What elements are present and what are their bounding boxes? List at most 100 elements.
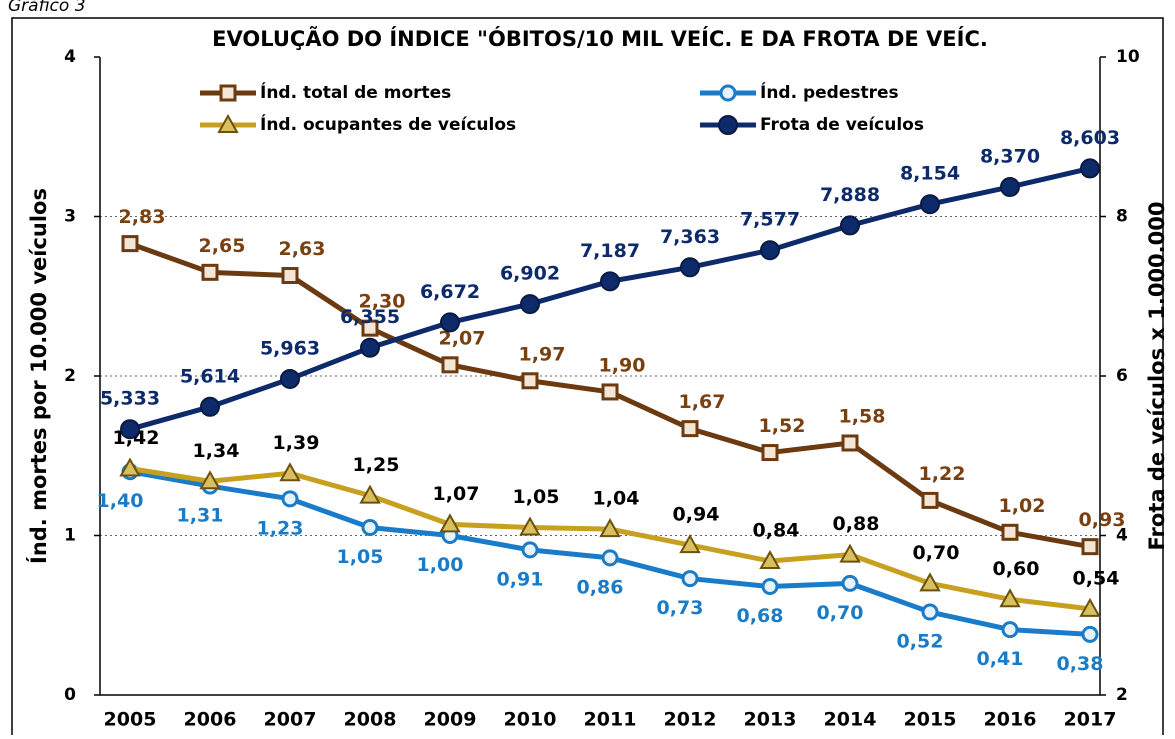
data-label: 1,04 bbox=[593, 488, 640, 510]
data-point bbox=[1001, 621, 1019, 639]
data-point bbox=[440, 312, 460, 333]
x-tick-label: 2011 bbox=[584, 709, 637, 731]
data-label: 0,60 bbox=[993, 558, 1040, 580]
data-label: 7,363 bbox=[660, 226, 720, 248]
data-label: 7,187 bbox=[580, 240, 640, 262]
data-label: 5,963 bbox=[260, 337, 320, 359]
data-point bbox=[841, 434, 859, 452]
y2-axis-title: Frota de veículos x 1.000.000 bbox=[1145, 202, 1169, 551]
data-point bbox=[521, 541, 539, 559]
data-point bbox=[1080, 158, 1100, 179]
data-label: 1,05 bbox=[513, 486, 560, 508]
data-point bbox=[601, 549, 619, 567]
data-label: 1,97 bbox=[519, 343, 566, 365]
x-tick-label: 2016 bbox=[984, 709, 1037, 731]
data-point bbox=[681, 420, 699, 438]
data-point bbox=[680, 257, 700, 278]
data-point bbox=[921, 603, 939, 621]
data-label: 2,83 bbox=[119, 206, 166, 228]
y-tick-label: 2 bbox=[64, 366, 76, 386]
data-point bbox=[520, 294, 540, 315]
data-label: 0,54 bbox=[1073, 567, 1120, 589]
data-point bbox=[281, 490, 299, 508]
data-label: 2,30 bbox=[359, 291, 406, 313]
y-axis-title: Índ. mortes por 10.000 veículos bbox=[26, 188, 51, 564]
data-point bbox=[359, 484, 381, 504]
data-label: 0,68 bbox=[737, 605, 784, 627]
data-point bbox=[1079, 597, 1101, 617]
data-point bbox=[121, 235, 139, 253]
data-label: 1,07 bbox=[433, 483, 480, 505]
data-point bbox=[120, 419, 140, 440]
data-label: 1,40 bbox=[97, 490, 144, 512]
data-label: 7,888 bbox=[820, 184, 880, 206]
data-point bbox=[759, 549, 781, 570]
data-label: 0,41 bbox=[977, 648, 1024, 670]
y-tick-label: 4 bbox=[64, 47, 76, 67]
data-point bbox=[201, 263, 219, 281]
data-point bbox=[761, 578, 779, 596]
data-point bbox=[119, 457, 141, 477]
data-label: 8,603 bbox=[1060, 127, 1120, 149]
data-label: 1,52 bbox=[759, 415, 806, 437]
data-point bbox=[280, 368, 300, 389]
y2-tick-label: 4 bbox=[1116, 526, 1128, 546]
data-point bbox=[1001, 523, 1019, 541]
data-label: 1,90 bbox=[599, 354, 646, 376]
data-point bbox=[840, 215, 860, 236]
data-label: 0,88 bbox=[833, 513, 880, 535]
legend-marker bbox=[219, 84, 237, 102]
data-point bbox=[361, 319, 379, 337]
chart-title: EVOLUÇÃO DO ÍNDICE "ÓBITOS/10 MIL VEÍC. … bbox=[212, 26, 988, 51]
legend-label: Frota de veículos bbox=[760, 115, 924, 135]
data-label: 8,370 bbox=[980, 145, 1040, 167]
data-label: 0,84 bbox=[753, 520, 800, 542]
x-tick-label: 2015 bbox=[904, 709, 957, 731]
y2-tick-label: 8 bbox=[1116, 207, 1128, 227]
x-tick-label: 2013 bbox=[744, 709, 797, 731]
data-point bbox=[199, 470, 221, 490]
data-label: 7,577 bbox=[740, 209, 800, 231]
data-label: 0,70 bbox=[913, 542, 960, 564]
y-tick-label: 1 bbox=[64, 526, 76, 546]
y-tick-label: 0 bbox=[64, 685, 76, 705]
data-label: 1,22 bbox=[919, 463, 966, 485]
x-tick-label: 2012 bbox=[664, 709, 717, 731]
data-label: 0,38 bbox=[1057, 653, 1104, 675]
data-label: 1,23 bbox=[257, 517, 304, 539]
data-label: 6,672 bbox=[420, 281, 480, 303]
data-label: 1,02 bbox=[999, 495, 1046, 517]
data-label: 5,614 bbox=[180, 365, 240, 387]
x-tick-label: 2010 bbox=[504, 709, 557, 731]
y-tick-label: 3 bbox=[64, 207, 76, 227]
data-point bbox=[921, 491, 939, 509]
legend-marker bbox=[719, 84, 737, 102]
data-point bbox=[839, 543, 861, 563]
data-point bbox=[761, 444, 779, 462]
x-tick-label: 2009 bbox=[424, 709, 477, 731]
legend-label: Índ. pedestres bbox=[760, 81, 899, 103]
data-point bbox=[919, 572, 941, 592]
x-tick-label: 2005 bbox=[104, 709, 157, 731]
data-label: 0,94 bbox=[673, 504, 720, 526]
data-point bbox=[441, 356, 459, 374]
data-point bbox=[439, 513, 461, 533]
data-label: 0,86 bbox=[577, 576, 624, 598]
data-label: 1,67 bbox=[679, 391, 726, 413]
data-label: 2,63 bbox=[279, 238, 326, 260]
caption: Gráfico 3 bbox=[8, 0, 86, 16]
data-label: 5,333 bbox=[100, 388, 160, 410]
data-point bbox=[1081, 625, 1099, 643]
data-label: 6,902 bbox=[500, 263, 560, 285]
data-label: 2,65 bbox=[199, 235, 246, 257]
data-label: 8,154 bbox=[900, 163, 960, 185]
data-point bbox=[599, 518, 621, 538]
data-point bbox=[600, 271, 620, 292]
data-point bbox=[360, 337, 380, 358]
data-point bbox=[841, 574, 859, 592]
legend-marker bbox=[718, 115, 738, 135]
data-point bbox=[281, 267, 299, 285]
x-tick-label: 2007 bbox=[264, 709, 317, 731]
data-point bbox=[519, 516, 541, 536]
